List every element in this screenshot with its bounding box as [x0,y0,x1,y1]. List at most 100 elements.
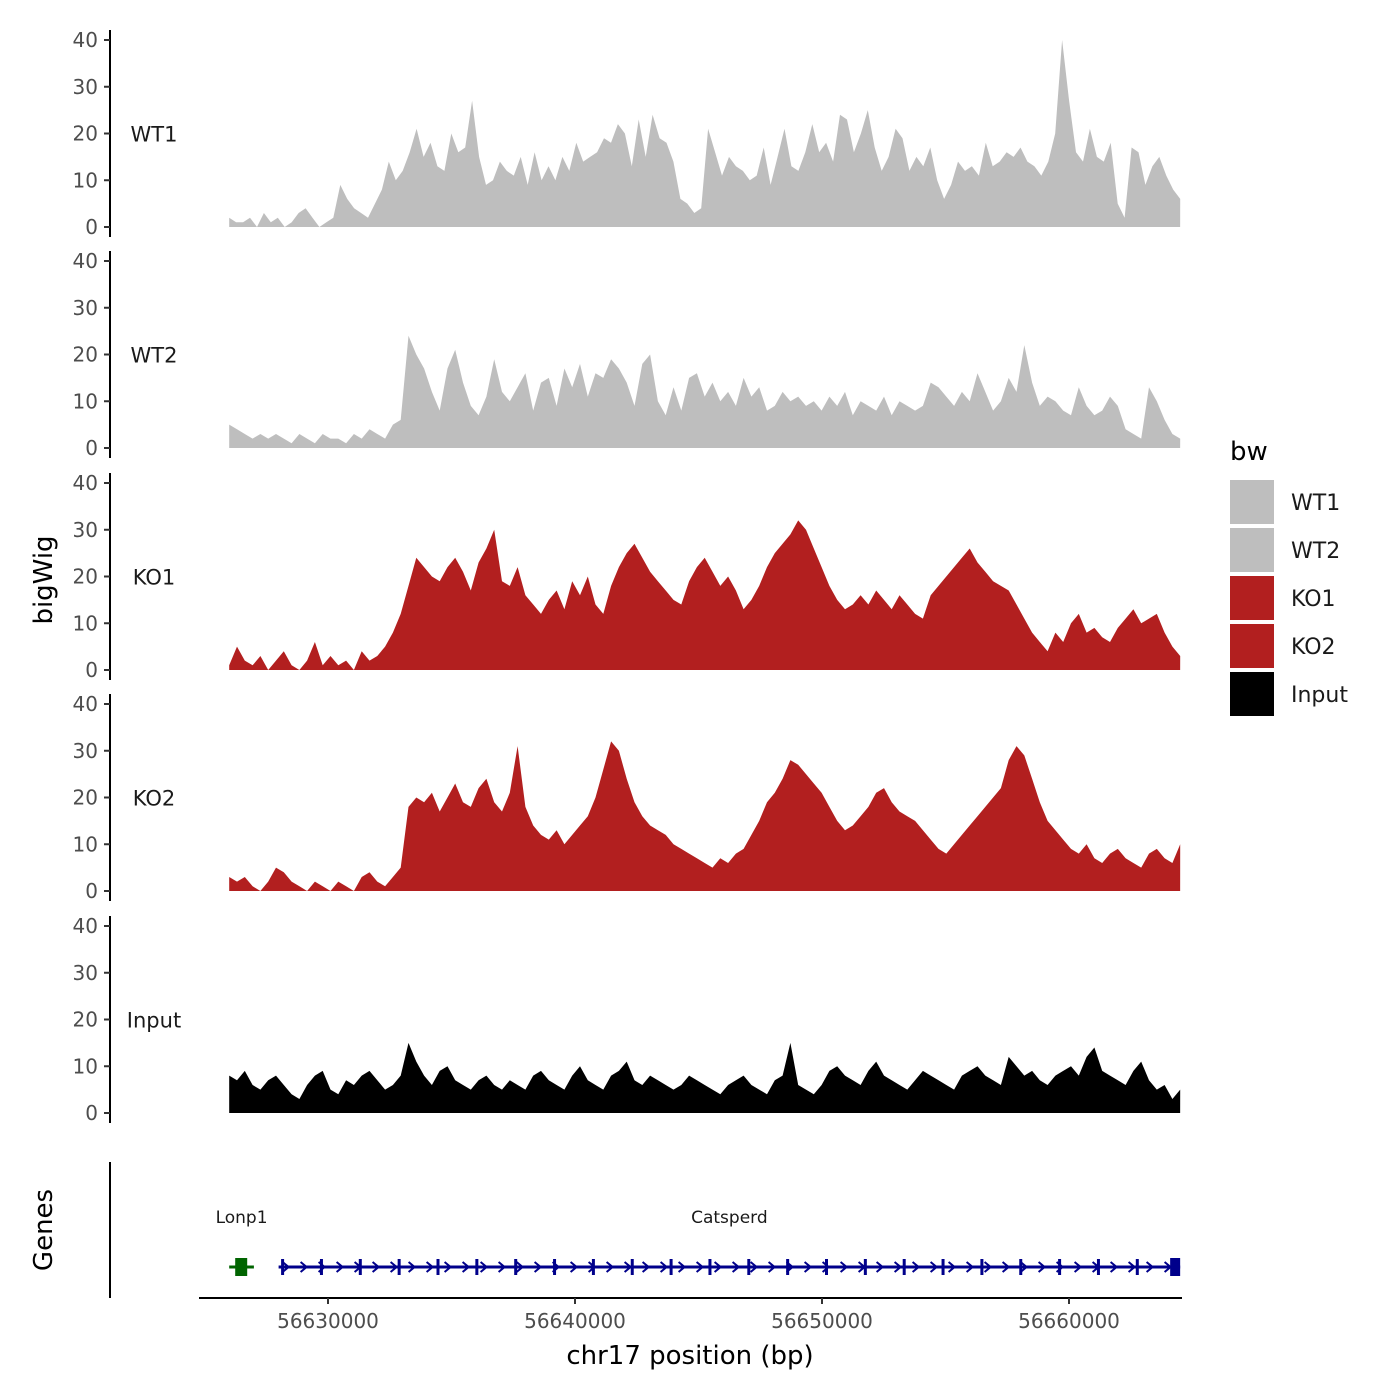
x-tick-label: 56630000 [277,1309,379,1333]
y-tick-label: 0 [85,879,98,903]
area-ko1 [229,520,1181,670]
strand-arrow [641,1261,651,1273]
track-wt1: 0 10 20 30 40 WT1 [73,28,1181,239]
strand-arrow [1019,1261,1029,1273]
strand-arrow [1109,1261,1119,1273]
exon [1058,1259,1062,1275]
gene-label: Catsperd [691,1208,768,1228]
area-wt2 [229,335,1181,448]
exon [436,1259,440,1275]
legend-items: WT1 WT2 KO1 KO2 Input [1230,480,1348,716]
strand-arrow [371,1261,381,1273]
y-tick-label: 40 [73,28,98,52]
x-ticks: 56630000 56640000 56650000 56660000 [277,1298,1120,1333]
y-tick-label: 20 [73,565,98,589]
gene-glyphs: Lonp1 Catsperd [216,1208,1181,1276]
exon [747,1259,751,1275]
legend-swatch [1230,672,1274,716]
strand-arrow [479,1261,489,1273]
legend-label: WT2 [1291,539,1340,564]
y-tick-label: 30 [73,75,98,99]
exon [514,1259,518,1275]
strand-arrow [911,1261,921,1273]
y-tick-label: 0 [85,658,98,682]
exon [553,1259,557,1275]
strand-arrow [605,1261,615,1273]
strand-arrow [713,1261,723,1273]
exon [397,1259,401,1275]
y-tick-label: 20 [73,122,98,146]
gene-track-title: Genes [29,1189,59,1271]
y-tick-label: 0 [85,1101,98,1125]
exon [1170,1258,1181,1276]
y-tick-label: 10 [73,611,98,635]
exon [1096,1259,1100,1275]
y-tick-label: 0 [85,215,98,239]
y-tick-label: 40 [73,249,98,273]
y-tick-label: 20 [73,343,98,367]
signal-tracks: 0 10 20 30 40 WT1 0 10 20 30 40 WT2 0 10 20 30 40 KO1 0 10 2… [73,28,1181,1125]
y-tick-label: 10 [73,168,98,192]
strand-arrow [983,1261,993,1273]
strand-arrow [677,1261,687,1273]
exon [825,1259,828,1275]
y-tick-label: 30 [73,961,98,985]
legend-swatch [1230,624,1274,668]
exon [235,1258,248,1276]
y-tick-label: 40 [73,471,98,495]
track-label: Input [127,1009,181,1033]
legend-label: KO1 [1291,587,1336,612]
strand-arrow [821,1261,831,1273]
strand-arrow [749,1261,759,1273]
strand-arrow [623,1261,633,1273]
exon [1135,1259,1139,1275]
gene-catsperd: Catsperd [278,1208,1181,1276]
y-tick-label: 30 [73,518,98,542]
legend: bw WT1 WT2 KO1 KO2 Input [1230,437,1348,716]
exon [669,1259,673,1275]
strand-arrow [425,1261,435,1273]
exon [980,1259,984,1275]
legend-swatch [1230,480,1274,524]
strand-arrow [335,1261,345,1273]
exon [863,1259,867,1275]
y-tick-label: 20 [73,786,98,810]
strand-arrow [461,1261,471,1273]
track-label: KO2 [133,787,176,811]
y-tick-label: 30 [73,739,98,763]
strand-arrow [443,1261,453,1273]
track-label: KO1 [133,566,176,590]
strand-arrow [731,1261,741,1273]
exon [941,1259,945,1275]
strand-arrow [947,1261,957,1273]
y-axis-title: bigWig [29,535,59,624]
exon [630,1259,634,1275]
x-axis-title: chr17 position (bp) [566,1341,813,1371]
exon [902,1259,906,1275]
strand-arrow [929,1261,939,1273]
strand-arrow [515,1261,525,1273]
gene-lonp1: Lonp1 [216,1208,268,1276]
x-axis: 56630000 56640000 56650000 56660000 chr17 p… [199,1297,1182,1371]
exon [708,1259,712,1275]
y-tick-label: 20 [73,1008,98,1032]
strand-arrow [389,1261,399,1273]
area-ko2 [229,741,1181,891]
strand-arrow [569,1261,579,1273]
strand-arrow [767,1261,777,1273]
exon [281,1259,285,1275]
x-tick-label: 56640000 [524,1309,626,1333]
strand-arrow [299,1261,309,1273]
exon [591,1259,595,1275]
exon [475,1259,479,1275]
strand-arrow [1037,1261,1047,1273]
gene-track: Genes Lonp1 Catsperd [29,1162,1181,1298]
y-tick-label: 0 [85,436,98,460]
strand-arrow [1145,1261,1155,1273]
exon [786,1259,790,1275]
y-tick-label: 30 [73,296,98,320]
legend-label: WT1 [1291,491,1340,516]
y-tick-label: 40 [73,692,98,716]
strand-arrow [893,1261,903,1273]
area-input [229,1042,1181,1113]
